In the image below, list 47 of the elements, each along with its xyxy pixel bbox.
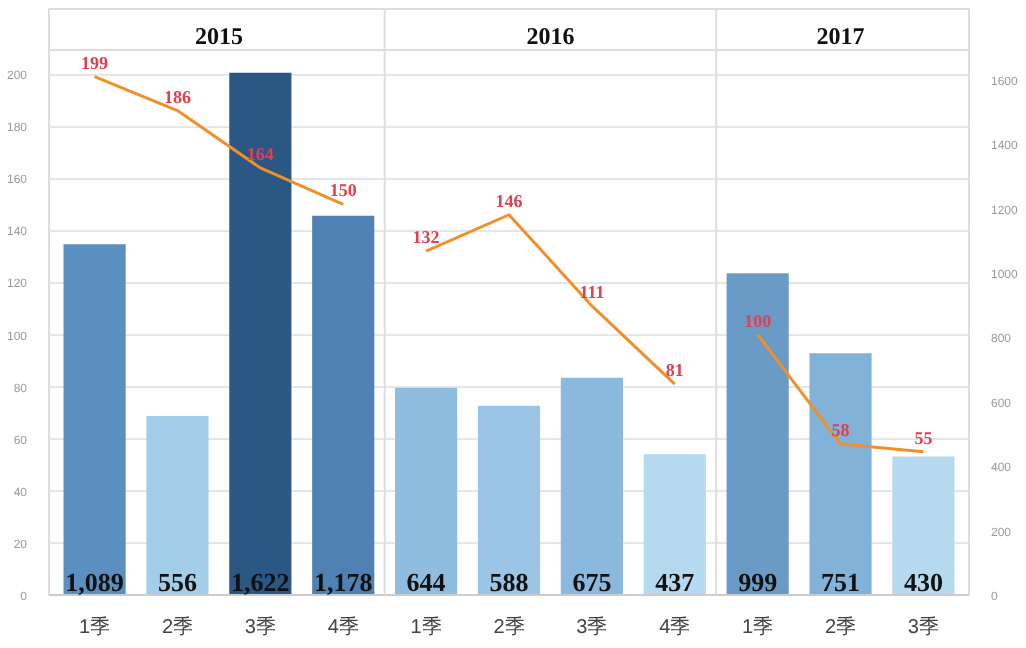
bar: [395, 387, 458, 595]
annotation: 2017: [816, 21, 865, 50]
annotation: 2016: [526, 21, 575, 50]
data-label: 146: [495, 190, 524, 211]
x-tick-label: 1季: [79, 615, 111, 639]
data-label: 1,178: [313, 567, 374, 597]
data-label: 1,622: [231, 567, 290, 597]
data-label: 999: [738, 567, 779, 597]
data-label: 199: [81, 52, 110, 73]
data-label: 588: [489, 567, 530, 597]
data-label: 1,089: [65, 567, 125, 597]
data-label: 430: [903, 567, 943, 597]
bar: [809, 353, 872, 595]
bar: [312, 215, 375, 595]
bar: [477, 405, 541, 595]
bar: [892, 456, 955, 595]
x-tick-label: 4季: [659, 615, 691, 639]
x-tick-label: 3季: [576, 615, 608, 639]
bar: [146, 415, 209, 595]
data-label: 81: [665, 360, 685, 381]
bar: [726, 273, 789, 595]
data-label: 55: [914, 427, 934, 448]
data-label: 100: [744, 310, 773, 331]
bar: [560, 377, 623, 595]
data-label: 186: [163, 86, 192, 107]
x-tick-label: 3季: [907, 615, 939, 639]
data-label: 164: [246, 143, 275, 164]
data-label: 751: [821, 567, 861, 597]
data-label: 644: [406, 567, 447, 597]
annotation: 2015: [194, 21, 243, 50]
bar: [229, 72, 292, 595]
x-tick-label: 3季: [244, 615, 276, 639]
data-label: 556: [157, 567, 198, 597]
x-tick-label: 2季: [161, 615, 194, 639]
x-tick-label: 2季: [493, 615, 525, 639]
bar: [643, 454, 706, 595]
x-tick-label: 4季: [327, 615, 359, 639]
data-label: 675: [572, 567, 613, 597]
data-label: 437: [655, 567, 696, 597]
data-label: 58: [831, 419, 851, 440]
data-label: 111: [579, 281, 606, 302]
data-label: 132: [412, 227, 441, 248]
bar: [63, 244, 126, 595]
x-tick-label: 1季: [742, 615, 774, 639]
x-tick-label: 2季: [824, 615, 857, 639]
data-label: 150: [329, 180, 358, 201]
x-tick-label: 1季: [410, 615, 442, 639]
